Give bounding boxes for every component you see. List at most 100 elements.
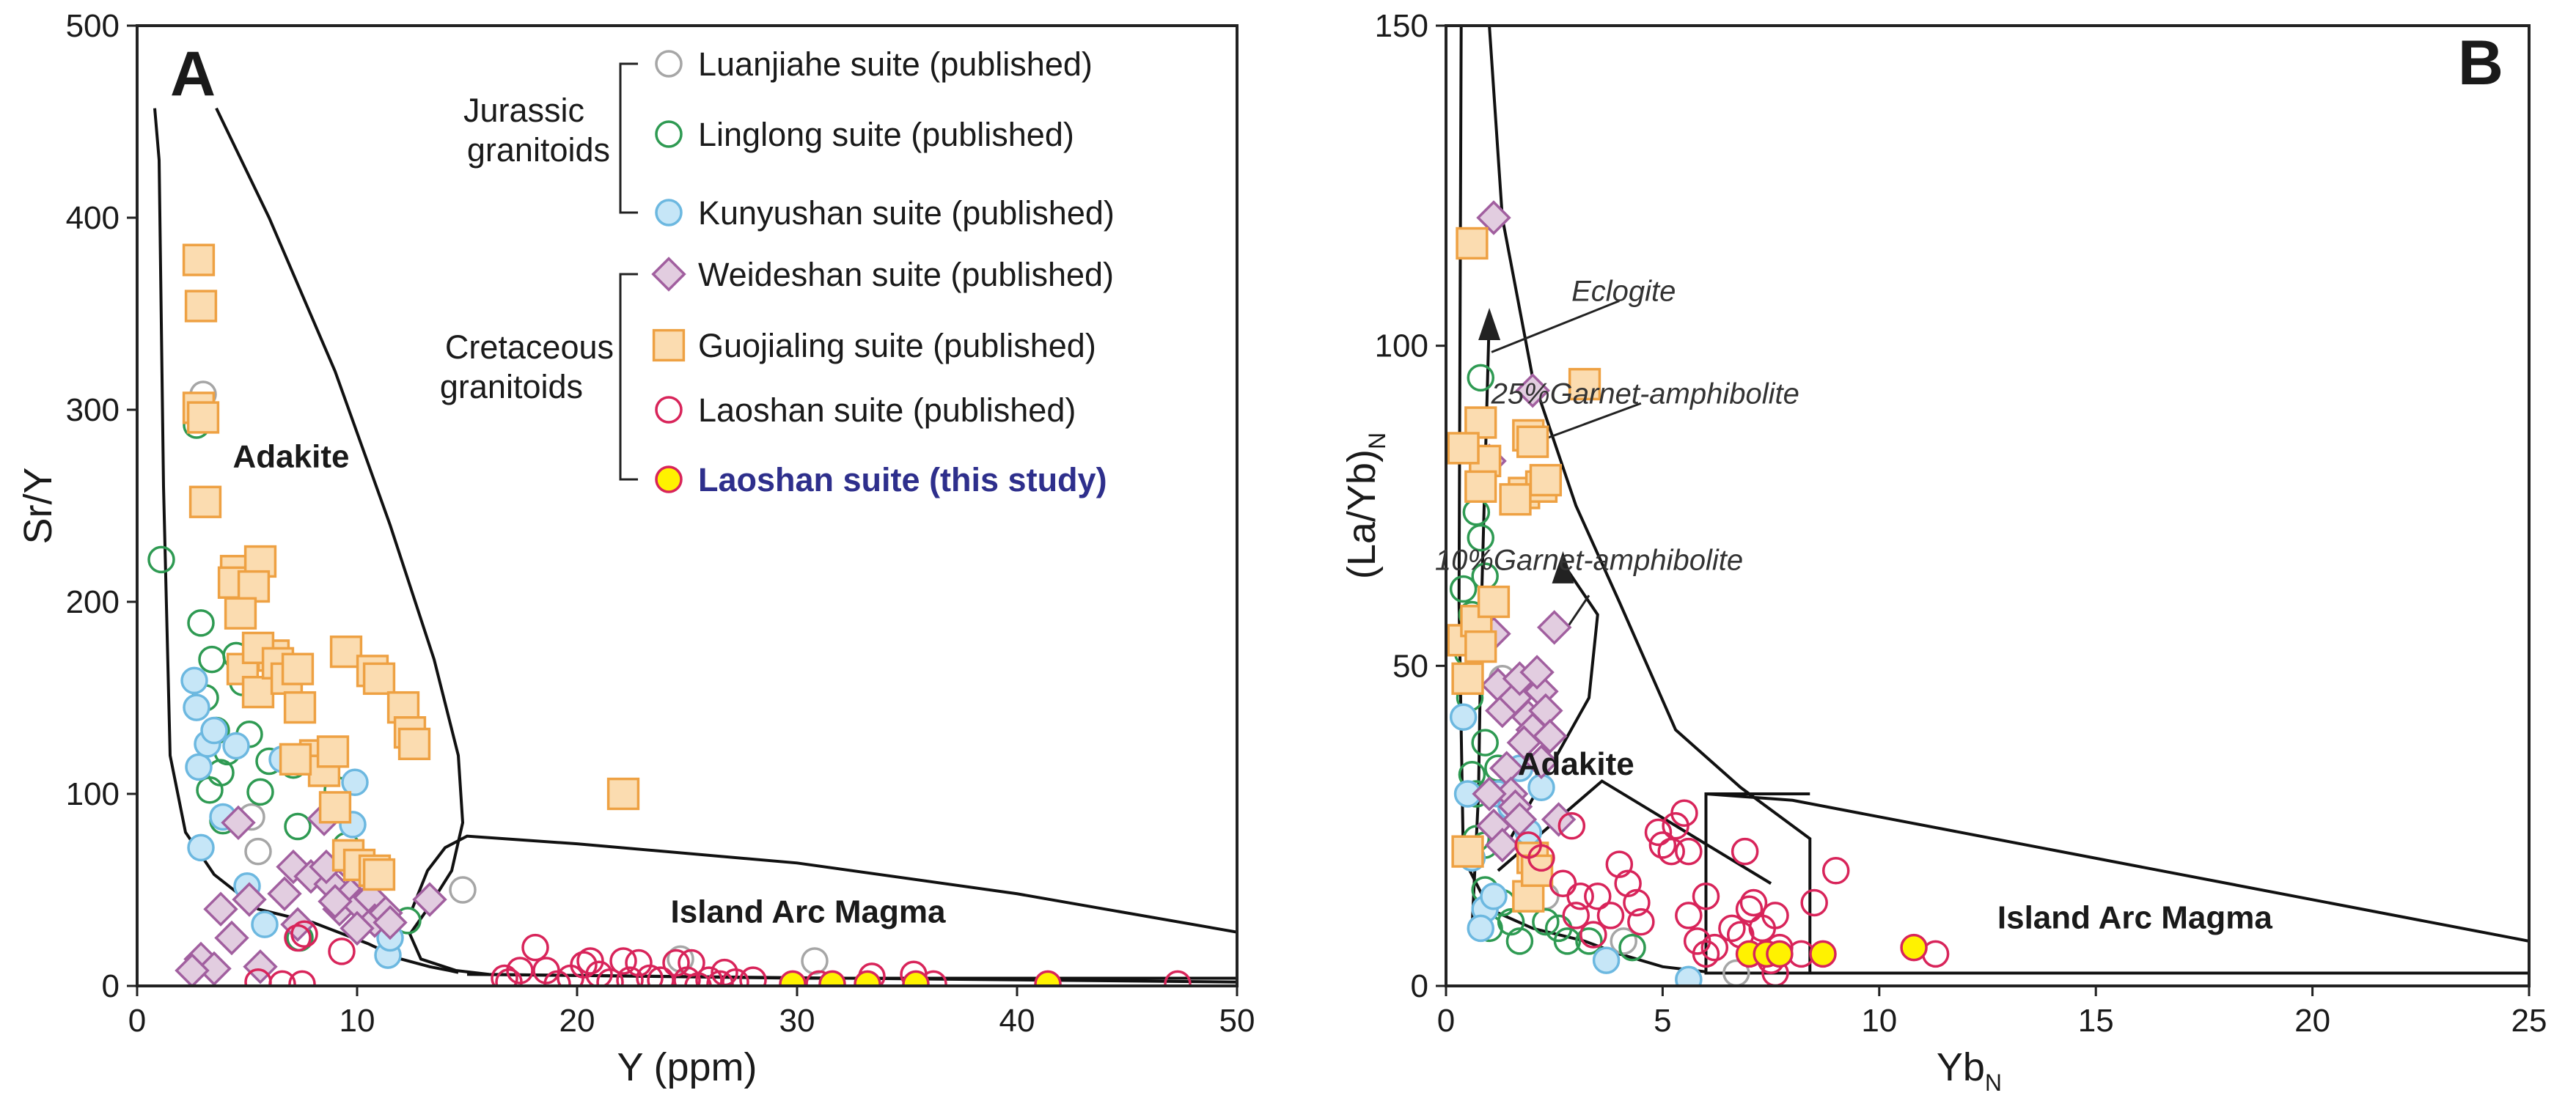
panel-b-x-tick-label: 25: [2511, 1003, 2547, 1039]
panel-b-point-laoshan_pub: [1527, 844, 1555, 872]
panel-a-point-laoshan_pub: [268, 970, 296, 986]
panel-a-point-guojialing: [329, 635, 363, 669]
panel-b-point-kunyushan: [1675, 965, 1703, 986]
panel-b-letter: B: [2458, 28, 2503, 98]
panel-a-region-label: Adakite: [233, 439, 350, 475]
panel-b-point-laoshan_this: [1809, 940, 1837, 968]
panel-b-point-laoshan_pub: [1657, 837, 1685, 866]
panel-a-x-tick-label: 50: [1219, 1003, 1255, 1039]
panel-b-point-weideshan: [1533, 718, 1568, 754]
panel-a-point-guojialing: [186, 401, 220, 434]
panel-a-point-laoshan_pub: [596, 968, 624, 986]
legend-label-kunyushan: Kunyushan suite (published): [698, 194, 1115, 232]
panel-a-point-laoshan_pub: [636, 964, 664, 986]
legend-label-laoshan_pub: Laoshan suite (published): [698, 391, 1076, 429]
panel-b-y-tick-label: 0: [1411, 968, 1428, 1004]
panel-a-point-linglong: [246, 778, 274, 806]
panel-a-point-weideshan: [197, 951, 232, 986]
panel-b-point-linglong: [1467, 364, 1495, 392]
panel-b-point-guojialing: [1499, 483, 1532, 516]
panel-b-point-guojialing: [1464, 630, 1497, 663]
panel-b-point-laoshan_pub: [1557, 811, 1586, 840]
panel-b-point-linglong: [1553, 927, 1582, 955]
panel-b-region-label: Island Arc Magma: [1997, 899, 2272, 935]
panel-a-point-kunyushan: [200, 716, 228, 745]
panel-b-point-linglong: [1618, 933, 1646, 962]
panel-b-point-laoshan_pub: [1675, 902, 1703, 929]
panel-a-point-laoshan_pub: [585, 960, 613, 986]
legend-bracket-cretaceous: [619, 273, 638, 481]
panel-a-point-laoshan_pub: [616, 966, 644, 986]
panel-a-island-arc-field-line: [411, 834, 1237, 934]
panel-b-point-kunyushan: [1480, 882, 1508, 910]
panel-a-point-laoshan_pub: [491, 964, 518, 986]
panel-a-point-guojialing: [362, 662, 396, 695]
panel-a-y-axis-title: Sr/Y: [16, 467, 60, 544]
panel-a-point-guojialing: [318, 791, 352, 824]
panel-b-point-linglong: [1467, 523, 1495, 552]
panel-a-point-kunyushan: [187, 833, 215, 862]
legend-marker-guojialing: [652, 328, 686, 362]
panel-b-plot-frame: [1445, 24, 2531, 987]
panel-b: 0 5 10 15 20 25 0 50 100 150 Adakite Island Arc Ma…: [1340, 8, 2547, 1096]
panel-b-point-luanjiahe: [1610, 927, 1637, 955]
panel-a-island-arc-base-line: [466, 973, 1237, 984]
panel-a-y-tick-label: 300: [66, 392, 120, 428]
panel-a-point-guojialing: [224, 597, 257, 630]
panel-b-region-label: Adakite: [1518, 746, 1634, 782]
panel-a-point-laoshan_pub: [722, 968, 749, 986]
panel-b-point-laoshan_pub: [1718, 914, 1746, 943]
legend-marker-linglong: [655, 120, 683, 148]
panel-b-point-laoshan_pub: [1562, 902, 1590, 929]
panel-a-point-laoshan_pub: [284, 924, 312, 952]
panel-b-point-laoshan_pub: [1549, 869, 1577, 898]
panel-b-eclogite-arrow: [1478, 308, 1501, 340]
panel-a-point-linglong: [147, 545, 175, 574]
panel-a-y-tick-label: 200: [66, 584, 120, 620]
panel-a-point-kunyushan: [341, 768, 369, 797]
panel-b-point-laoshan_pub: [1735, 895, 1764, 923]
panel-a-adakite-field-line: [153, 108, 459, 974]
panel-a-point-guojialing: [182, 243, 216, 276]
panel-b-point-laoshan_pub: [1648, 831, 1677, 859]
panel-a-point-laoshan_pub: [695, 966, 723, 986]
panel-b-x-tick-label: 5: [1654, 1003, 1671, 1039]
panel-a-point-laoshan_this: [818, 970, 846, 986]
legend-marker-laoshan_pub: [655, 396, 683, 424]
legend: Jurassic granitoids Cretaceous granitoid…: [440, 45, 1115, 498]
panel-a-point-kunyushan: [183, 693, 210, 721]
panel-b-point-laoshan_pub: [1644, 818, 1673, 847]
panel-a-point-guojialing: [237, 570, 271, 603]
panel-b-point-guojialing: [1451, 835, 1484, 868]
panel-a-point-laoshan_pub: [673, 966, 701, 986]
panel-a-point-guojialing: [279, 743, 312, 776]
panel-b-y-tick-label: 100: [1375, 328, 1428, 364]
panel-a-point-laoshan_pub: [290, 920, 318, 949]
panel-b-point-weideshan: [1472, 776, 1507, 811]
panel-a-point-kunyushan: [180, 666, 208, 695]
panel-a-y-tick-label: 100: [66, 776, 120, 812]
panel-a-y-tick-label: 500: [66, 8, 120, 44]
panel-b-y-tick-label: 150: [1375, 8, 1428, 44]
panel-a-point-laoshan_pub: [1164, 970, 1192, 986]
legend-marker-luanjiahe: [655, 50, 683, 78]
panel-a-y-tick-label: 0: [102, 968, 120, 1004]
panel-b-field-boundaries: [1457, 26, 2529, 975]
panel-b-point-laoshan_pub: [1692, 882, 1720, 910]
panel-b-point-weideshan: [1476, 200, 1511, 235]
panel-a-point-linglong: [187, 609, 215, 637]
legend-bracket-jurassic: [619, 62, 638, 214]
panel-b-garnet10-arrow: [1552, 551, 1574, 583]
legend-label-linglong: Linglong suite (published): [698, 116, 1074, 153]
panel-a-point-guojialing: [283, 691, 317, 724]
panel-b-point-kunyushan: [1592, 946, 1621, 974]
panel-b-point-linglong: [1471, 729, 1499, 756]
panel-a-letter: A: [170, 39, 216, 109]
legend-marker-kunyushan: [655, 199, 683, 227]
panel-b-data-points: [1447, 200, 1950, 986]
panel-a-point-linglong: [198, 645, 226, 674]
panel-b-island-arc-field-line: [1706, 792, 2529, 943]
legend-label-guojialing: Guojialing suite (published): [698, 327, 1096, 364]
panel-a-point-laoshan_pub: [288, 970, 316, 986]
